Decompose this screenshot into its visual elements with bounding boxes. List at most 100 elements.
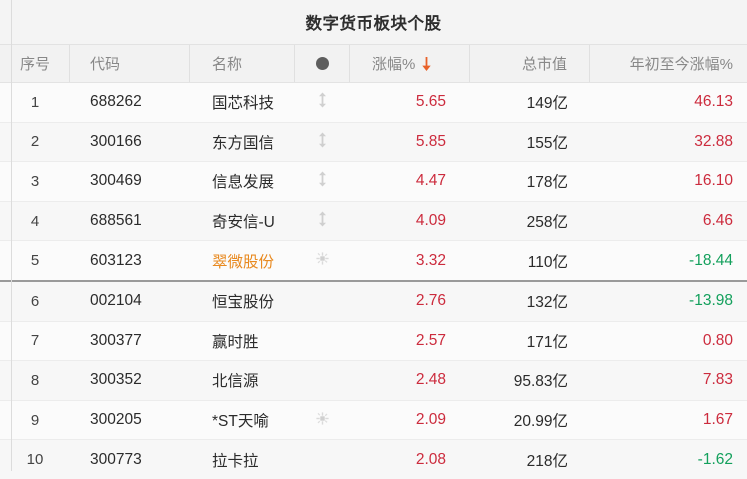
flag-placeholder (317, 335, 328, 346)
cell-change-percent: 4.47 (415, 172, 446, 190)
table-row[interactable]: 9 300205 *ST天喻 2.09 20.99亿 1.67 (0, 400, 747, 441)
cell-ytd-change: 1.67 (702, 411, 733, 429)
cell-change-percent: 2.57 (415, 331, 446, 349)
cell-name[interactable]: 信息发展 (212, 174, 275, 192)
column-header-change-label: 涨幅% (372, 56, 416, 73)
cell-index: 5 (30, 252, 40, 270)
table-row[interactable]: 5 603123 翠微股份 3.32 110亿 -18.44 (0, 241, 747, 282)
cell-change-percent: 3.32 (415, 251, 446, 269)
cell-code[interactable]: 300205 (90, 411, 142, 429)
up-down-arrow-icon[interactable] (317, 132, 328, 152)
cell-ytd-change: 32.88 (694, 132, 733, 150)
cell-market-cap: 178亿 (526, 174, 568, 192)
cell-flag[interactable] (295, 361, 350, 400)
cell-change-percent: 2.48 (415, 371, 446, 389)
cell-code[interactable]: 300352 (90, 371, 142, 389)
cell-flag[interactable] (295, 162, 350, 201)
cell-index: 10 (26, 451, 44, 469)
cell-ytd-change: 0.80 (702, 331, 733, 349)
cell-index: 3 (30, 172, 40, 190)
cell-code[interactable]: 300166 (90, 132, 142, 150)
flag-placeholder (317, 454, 328, 465)
page-title: 数字货币板块个股 (305, 15, 442, 33)
up-down-arrow-icon[interactable] (317, 171, 328, 191)
cell-index: 4 (30, 212, 40, 230)
cell-code[interactable]: 688561 (90, 212, 142, 230)
cell-code[interactable]: 300469 (90, 172, 142, 190)
cell-index: 9 (30, 411, 40, 429)
cell-name[interactable]: 翠微股份 (212, 253, 275, 271)
table-body: 1 688262 国芯科技 5.65 149亿 46.13 2 300166 东方国信 5.85 1… (0, 83, 747, 479)
cell-ytd-change: 16.10 (694, 172, 733, 190)
cell-flag[interactable] (295, 401, 350, 440)
cell-name[interactable]: 奇安信-U (212, 214, 275, 232)
up-down-arrow-icon[interactable] (317, 211, 328, 231)
cell-market-cap: 218亿 (526, 452, 568, 470)
table-row[interactable]: 2 300166 东方国信 5.85 155亿 32.88 (0, 122, 747, 163)
table-row[interactable]: 3 300469 信息发展 4.47 178亿 16.10 (0, 162, 747, 202)
cell-flag[interactable] (295, 241, 350, 280)
column-header-change[interactable]: 涨幅% (350, 45, 470, 82)
cell-ytd-change: -1.62 (697, 450, 733, 468)
cell-code[interactable]: 688262 (90, 93, 142, 111)
cell-change-percent: 5.85 (415, 132, 446, 150)
column-header-code[interactable]: 代码 (70, 45, 190, 82)
cell-ytd-change: 6.46 (702, 212, 733, 230)
cell-market-cap: 258亿 (526, 214, 568, 232)
cell-name[interactable]: 东方国信 (212, 134, 275, 152)
cell-market-cap: 132亿 (526, 294, 568, 312)
cell-market-cap: 110亿 (527, 253, 568, 271)
cell-change-percent: 5.65 (415, 93, 446, 111)
flag-placeholder (317, 375, 328, 386)
cell-name[interactable]: 拉卡拉 (212, 452, 259, 470)
cell-index: 8 (30, 371, 40, 389)
cell-name[interactable]: 赢时胜 (212, 333, 259, 351)
cell-flag[interactable] (295, 83, 350, 122)
column-header-index[interactable]: 序号 (0, 45, 70, 82)
star-burst-icon[interactable] (316, 411, 329, 429)
up-down-arrow-icon[interactable] (317, 92, 328, 112)
panel-title-bar: 数字货币板块个股 (0, 0, 747, 45)
stock-table: 序号 代码 名称 涨幅% 总市值 年初至今涨幅% 1 688262 国芯科技 5.65… (0, 45, 747, 479)
cell-name[interactable]: 北信源 (212, 373, 259, 391)
cell-code[interactable]: 002104 (90, 292, 142, 310)
cell-flag[interactable] (295, 440, 350, 479)
cell-market-cap: 171亿 (526, 333, 568, 351)
cell-change-percent: 2.76 (415, 292, 446, 310)
cell-index: 2 (30, 133, 40, 151)
column-header-flag[interactable] (295, 45, 350, 82)
cell-flag[interactable] (295, 282, 350, 321)
cell-name[interactable]: 国芯科技 (212, 95, 275, 113)
table-row[interactable]: 10 300773 拉卡拉 2.08 218亿 -1.62 (0, 440, 747, 479)
column-header-name[interactable]: 名称 (190, 45, 295, 82)
table-row[interactable]: 4 688561 奇安信-U 4.09 258亿 6.46 (0, 201, 747, 242)
cell-name[interactable]: *ST天喻 (212, 413, 269, 431)
table-row[interactable]: 7 300377 赢时胜 2.57 171亿 0.80 (0, 321, 747, 362)
cell-index: 7 (30, 332, 40, 350)
star-burst-icon[interactable] (316, 252, 329, 269)
cell-change-percent: 4.09 (415, 212, 446, 230)
cell-ytd-change: -18.44 (689, 251, 733, 269)
cell-flag[interactable] (295, 202, 350, 241)
cell-code[interactable]: 300773 (90, 450, 142, 468)
table-row[interactable]: 1 688262 国芯科技 5.65 149亿 46.13 (0, 83, 747, 123)
cell-change-percent: 2.09 (415, 411, 446, 429)
cell-code[interactable]: 300377 (90, 331, 142, 349)
cell-change-percent: 2.08 (415, 450, 446, 468)
cell-ytd-change: 46.13 (694, 93, 733, 111)
cell-name[interactable]: 恒宝股份 (212, 294, 275, 312)
cell-flag[interactable] (295, 322, 350, 361)
cell-flag[interactable] (295, 123, 350, 162)
cell-index: 1 (30, 93, 40, 111)
sort-desc-arrow-icon[interactable] (421, 57, 432, 72)
cell-ytd-change: -13.98 (689, 292, 733, 310)
cell-market-cap: 149亿 (526, 95, 568, 113)
table-row[interactable]: 8 300352 北信源 2.48 95.83亿 7.83 (0, 361, 747, 401)
cell-market-cap: 20.99亿 (513, 413, 568, 431)
cell-code[interactable]: 603123 (90, 251, 142, 269)
table-row[interactable]: 6 002104 恒宝股份 2.76 132亿 -13.98 (0, 281, 747, 322)
cell-index: 6 (30, 292, 40, 310)
column-header-market-cap[interactable]: 总市值 (470, 45, 590, 82)
column-header-ytd-change[interactable]: 年初至今涨幅% (629, 56, 733, 73)
